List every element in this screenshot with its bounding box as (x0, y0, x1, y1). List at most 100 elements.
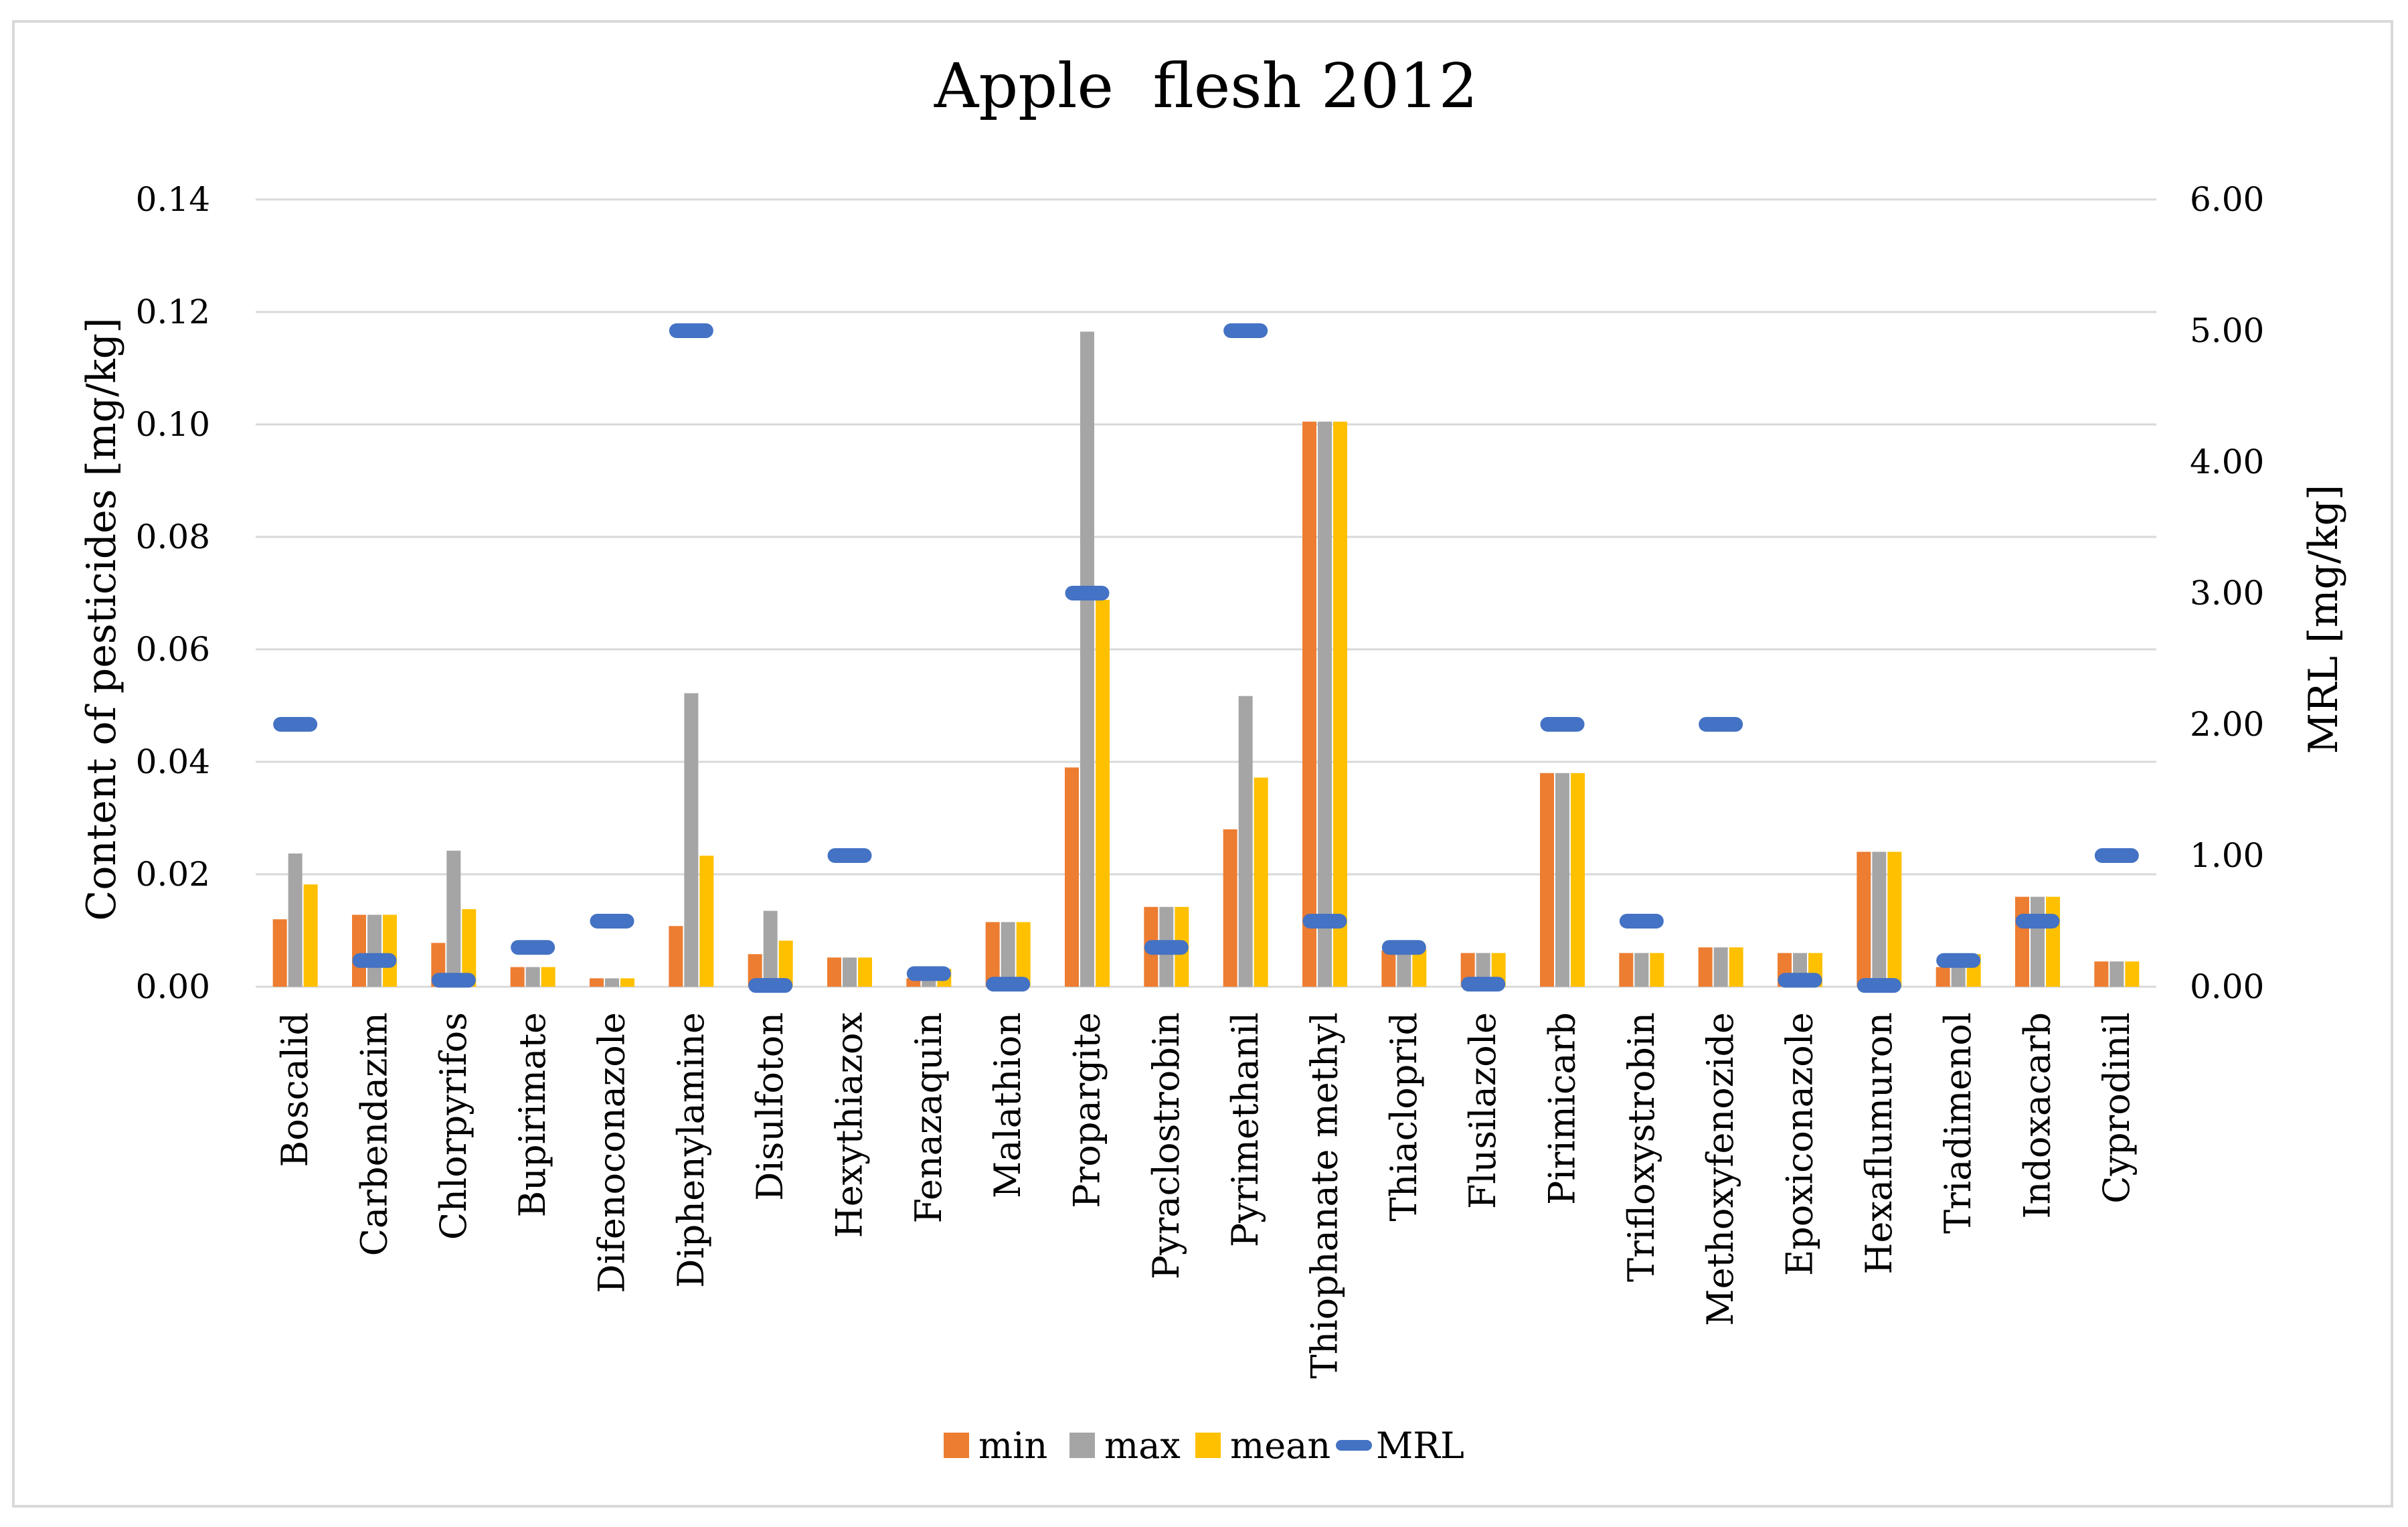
bar-mean (620, 978, 634, 987)
bar-max (1318, 421, 1332, 987)
left-axis-title: Content of pesticides [mg/kg] (78, 317, 125, 920)
category-label: Cyprodinil (2095, 1012, 2138, 1204)
bar-mean (383, 914, 397, 987)
category-label: Methoxyfenozide (1699, 1012, 1741, 1326)
bar-min (352, 914, 366, 987)
gridlines (256, 198, 2156, 988)
category-label: Carbendazim (353, 1012, 396, 1256)
bar-mean (462, 909, 477, 987)
left-axis-ticks: 0.00 0.02 0.04 0.06 0.08 0.10 0.12 0.14 (136, 180, 210, 1006)
category-label: Disulfoton (749, 1012, 791, 1201)
bar-mean (858, 957, 872, 987)
bar-max (367, 914, 381, 987)
legend-label-MRL: MRL (1376, 1425, 1464, 1467)
bar-max (1001, 922, 1015, 987)
category-label: Triadimenol (1937, 1012, 1979, 1234)
bar-max (1872, 852, 1887, 987)
bar-mean (541, 967, 555, 987)
bar-min (669, 926, 683, 987)
bar-min (1540, 773, 1554, 987)
bar-max (1397, 948, 1411, 987)
category-label: Hexaflumuron (1858, 1012, 1900, 1275)
bar-max (1634, 953, 1649, 987)
bar-max (605, 978, 619, 987)
left-tick-label: 0.00 (136, 967, 210, 1006)
bar-min (1698, 947, 1713, 987)
bar-max (288, 853, 303, 987)
category-label: Pirimicarb (1541, 1012, 1583, 1205)
category-label: Trifloxystrobin (1620, 1012, 1662, 1282)
bar-mean (1096, 600, 1110, 987)
legend-label-max: max (1104, 1425, 1181, 1467)
bar-max (763, 910, 778, 987)
bar-mean (1254, 777, 1268, 987)
left-tick-label: 0.04 (136, 742, 210, 781)
right-tick-label: 2.00 (2190, 705, 2264, 744)
bar-min (1619, 953, 1634, 987)
left-tick-label: 0.06 (136, 630, 210, 669)
bar-max (1555, 773, 1569, 987)
left-tick-label: 0.12 (136, 293, 210, 331)
bar-mean (778, 941, 793, 987)
legend-label-min: min (978, 1425, 1047, 1467)
bar-min (827, 957, 841, 987)
left-tick-label: 0.08 (136, 517, 210, 556)
bar-max (843, 957, 857, 987)
bar-min (2094, 961, 2109, 987)
bar-max (1238, 696, 1253, 987)
category-label: Indoxacarb (2016, 1012, 2059, 1219)
category-label: Pyraclostrobin (1145, 1012, 1187, 1279)
category-label: Thiophanate methyl (1304, 1012, 1346, 1378)
category-label: Bupirimate (511, 1012, 553, 1217)
right-tick-label: 6.00 (2190, 180, 2264, 219)
bar-max (446, 850, 461, 987)
chart-svg: Apple flesh 2012 0.00 0.02 0.04 0.06 0.08 0.1… (78, 50, 2347, 1467)
category-label: Epoxiconazole (1779, 1012, 1821, 1276)
bar-max (2110, 961, 2124, 987)
category-labels: Boscalid Carbendazim Chlorpyrifos Bupirimat… (274, 1012, 2138, 1378)
bar-max (1080, 331, 1094, 987)
chart-frame: Apple flesh 2012 0.00 0.02 0.04 0.06 0.08 0.1… (12, 20, 2393, 1508)
right-tick-label: 4.00 (2190, 443, 2264, 481)
category-label: Fenazaquin (908, 1012, 950, 1223)
bar-mean (1571, 773, 1585, 987)
bar-max (684, 693, 699, 987)
bar-mean (303, 884, 318, 987)
legend-swatch-max (1069, 1433, 1095, 1458)
right-tick-label: 3.00 (2190, 574, 2264, 613)
bar-min (2015, 896, 2029, 987)
bar-max (525, 967, 540, 987)
bar-min (590, 978, 604, 987)
bar-mean (2046, 896, 2060, 987)
bar-mean (1016, 922, 1031, 987)
bar-min (1223, 829, 1237, 987)
right-tick-label: 1.00 (2190, 836, 2264, 875)
legend-swatch-min (944, 1433, 969, 1458)
bar-mean (1887, 852, 1902, 987)
bar-min (272, 919, 287, 987)
bar-min (1936, 967, 1950, 987)
bar-max (1713, 947, 1728, 987)
category-label: Diphenylamine (670, 1012, 712, 1288)
bar-min (1381, 950, 1396, 987)
bar-min (1065, 767, 1079, 987)
bar-min (1857, 852, 1871, 987)
right-tick-label: 5.00 (2190, 311, 2264, 350)
left-tick-label: 0.02 (136, 855, 210, 894)
bar-mean (1729, 947, 1743, 987)
bar-mean (1650, 953, 1664, 987)
bar-max (2031, 896, 2045, 987)
bar-min (1302, 421, 1316, 987)
left-tick-label: 0.10 (136, 405, 210, 444)
category-label: Difenoconazole (591, 1012, 633, 1293)
bar-min (510, 967, 525, 987)
category-label: Thiacloprid (1383, 1012, 1425, 1222)
bar-mean (2125, 961, 2140, 987)
category-label: Malathion (986, 1012, 1029, 1198)
right-tick-label: 0.00 (2190, 967, 2264, 1006)
right-axis-title: MRL [mg/kg] (2300, 485, 2347, 754)
left-tick-label: 0.14 (136, 180, 210, 219)
category-label: Chlorpyrifos (432, 1012, 475, 1240)
bars-layer (272, 331, 2140, 987)
bar-min (985, 922, 1000, 987)
